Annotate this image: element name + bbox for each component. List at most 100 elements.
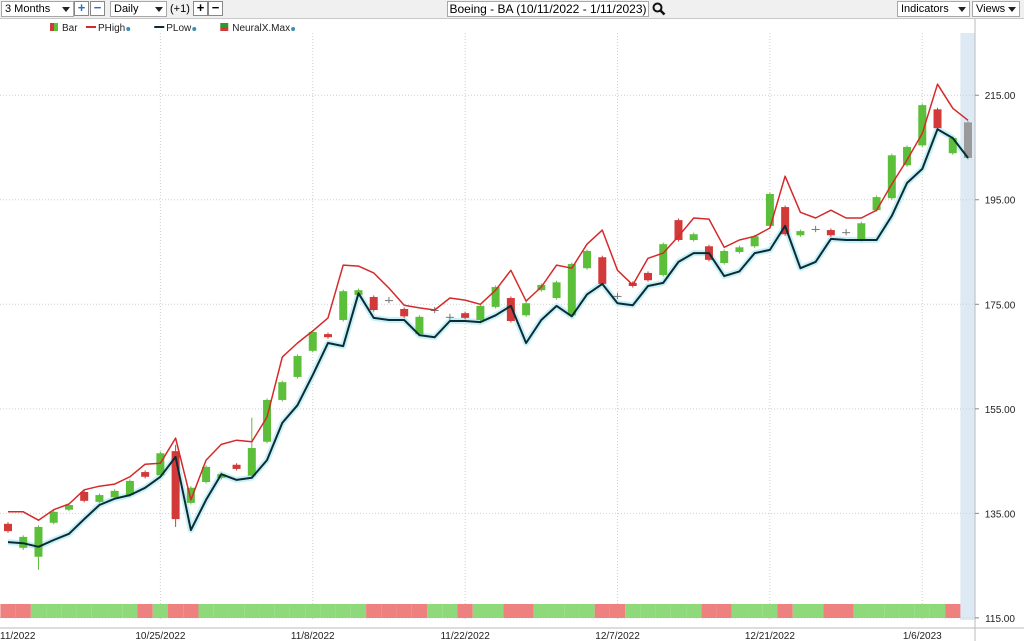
legend-swatch	[54, 23, 58, 31]
signal-block	[411, 604, 428, 618]
candle-body	[826, 230, 835, 236]
signal-block	[838, 604, 854, 618]
candle-body	[263, 399, 272, 442]
signal-block	[274, 604, 290, 618]
candle-body	[918, 105, 927, 146]
signal-block	[884, 604, 900, 618]
candle-body	[171, 451, 180, 520]
signal-block	[914, 604, 930, 618]
signal-block	[488, 604, 504, 618]
signal-block	[518, 604, 534, 618]
candle-body	[552, 282, 561, 299]
signal-block	[701, 604, 717, 618]
candle-body	[644, 272, 652, 281]
signal-block	[579, 604, 595, 618]
signal-block	[61, 604, 77, 618]
symbol-box[interactable]: Boeing - BA (10/11/2022 - 1/11/2023)	[447, 1, 649, 17]
signal-block	[213, 604, 229, 618]
signal-block	[289, 604, 306, 618]
signal-block	[853, 604, 869, 618]
interval-select[interactable]: Daily	[110, 1, 167, 17]
candle-body	[324, 334, 332, 338]
signal-block	[350, 604, 367, 618]
signal-block	[46, 604, 62, 618]
legend-swatch	[50, 23, 54, 31]
signal-block	[594, 604, 610, 618]
signal-block	[76, 604, 92, 618]
legend-dot	[192, 27, 197, 31]
signal-block	[548, 604, 565, 618]
line-phigh	[8, 83, 969, 521]
signal-block	[868, 604, 885, 618]
candle-body	[933, 109, 942, 129]
range-select[interactable]: 3 Months	[1, 1, 74, 17]
interval-text: Daily	[114, 3, 139, 15]
candle-body	[64, 505, 73, 510]
signal-block	[533, 604, 549, 618]
x-tick-label: 1/6/2023	[903, 631, 942, 641]
y-tick-label: 195.00	[985, 196, 1016, 207]
views-text: Views	[976, 3, 1006, 15]
offset-minus[interactable]: −	[208, 1, 223, 16]
candle-body	[842, 232, 851, 234]
y-tick-label: 155.00	[985, 405, 1016, 416]
legend-swatch	[220, 27, 229, 31]
offset-plus[interactable]: +	[193, 1, 208, 16]
zoom-out[interactable]: −	[90, 1, 105, 16]
candle-body	[522, 303, 531, 316]
candle-body	[308, 331, 317, 351]
candle-body	[125, 480, 134, 496]
signal-block	[0, 604, 16, 618]
candle-body	[110, 490, 119, 498]
candle-body	[750, 236, 759, 247]
indicators-select[interactable]: Indicators	[897, 1, 970, 17]
candle-body	[659, 244, 668, 276]
signal-block	[640, 604, 656, 618]
candle-body	[567, 264, 576, 316]
current-highlight	[960, 33, 975, 620]
candle-body	[735, 247, 744, 253]
candle-body	[781, 207, 790, 235]
x-tick-label: 12/7/2022	[595, 631, 640, 641]
candle-body	[964, 122, 972, 158]
signal-block	[762, 604, 778, 618]
search-icon[interactable]	[652, 2, 666, 16]
signal-block	[30, 604, 47, 618]
candle-body	[80, 491, 89, 501]
y-tick-label: 175.00	[985, 300, 1016, 311]
candle-body	[506, 298, 515, 322]
line-plow	[7, 128, 969, 548]
signal-block	[366, 604, 382, 618]
candle-body	[872, 197, 881, 211]
candle-body	[247, 448, 256, 476]
signal-block	[792, 604, 808, 618]
indicators-text: Indicators	[901, 3, 949, 15]
x-tick-label: 10/25/2022	[135, 631, 185, 641]
signal-block	[228, 604, 245, 618]
zoom-in[interactable]: +	[74, 1, 89, 16]
signal-block	[609, 604, 626, 618]
candle-body	[34, 526, 43, 557]
signal-block	[747, 604, 763, 618]
candle-body	[186, 487, 195, 503]
candle-body	[857, 223, 866, 240]
signal-block	[122, 604, 138, 618]
legend-dot	[126, 27, 131, 31]
signal-block	[442, 604, 458, 618]
signal-block	[731, 604, 748, 618]
candle-body	[141, 472, 150, 477]
candle-body	[384, 300, 393, 302]
candle-body	[232, 464, 241, 469]
legend-label: Bar	[62, 23, 78, 34]
signal-block	[152, 604, 168, 618]
candle-body	[887, 155, 896, 199]
candle-body	[339, 291, 348, 320]
signal-block	[396, 604, 412, 618]
candle-body	[811, 229, 820, 231]
candle-body	[369, 296, 378, 311]
signal-block	[808, 604, 824, 618]
views-select[interactable]: Views	[972, 1, 1020, 17]
signal-block	[670, 604, 687, 618]
signal-block	[259, 604, 275, 618]
candle-body	[202, 466, 211, 483]
